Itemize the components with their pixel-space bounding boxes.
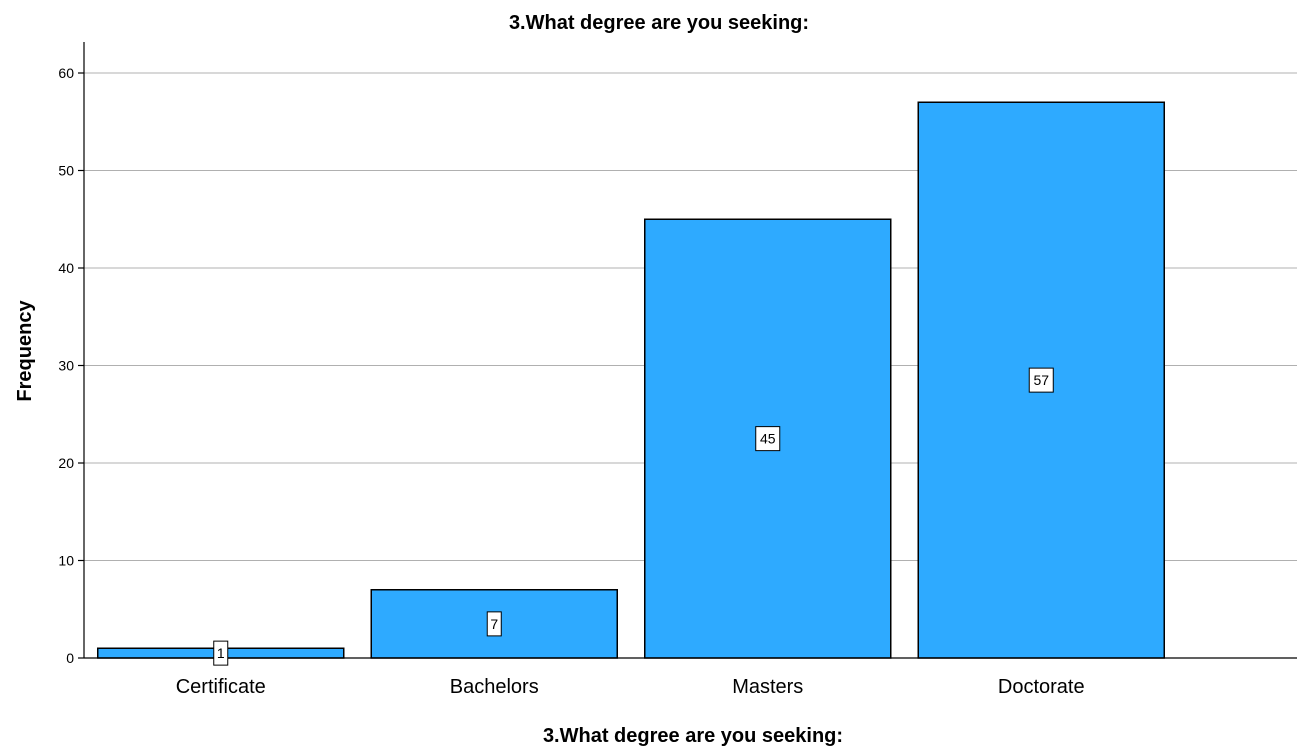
y-tick-label: 40 (58, 260, 74, 276)
bars (97, 101, 1165, 659)
y-tick-label: 60 (58, 65, 74, 81)
data-label-box (1028, 367, 1054, 393)
y-tick-label: 10 (58, 553, 74, 569)
x-tick-label: Doctorate (998, 676, 1085, 698)
data-label: 1 (217, 645, 225, 661)
data-label-box (213, 640, 229, 666)
x-tick-label: Bachelors (450, 676, 539, 698)
y-tick-label: 50 (58, 163, 74, 179)
data-label-box (755, 426, 781, 452)
data-label: 7 (490, 616, 498, 632)
y-tick-label: 0 (66, 650, 74, 666)
data-labels: 1 7 45 57 (213, 367, 1054, 666)
axes: 0 10 20 30 40 50 60 Certificate Bachelors Masters… (58, 42, 1297, 698)
data-label-box (486, 611, 502, 637)
x-axis-title: 3.What degree are you seeking: (543, 725, 843, 747)
chart-title: 3.What degree are you seeking: (509, 12, 809, 34)
data-label: 57 (1033, 372, 1049, 388)
y-tick-label: 30 (58, 358, 74, 374)
y-axis-title: Frequency (14, 300, 36, 402)
x-tick-label: Certificate (176, 676, 266, 698)
x-tick-label: Masters (732, 676, 803, 698)
data-label: 45 (760, 431, 776, 447)
y-tick-label: 20 (58, 455, 74, 471)
